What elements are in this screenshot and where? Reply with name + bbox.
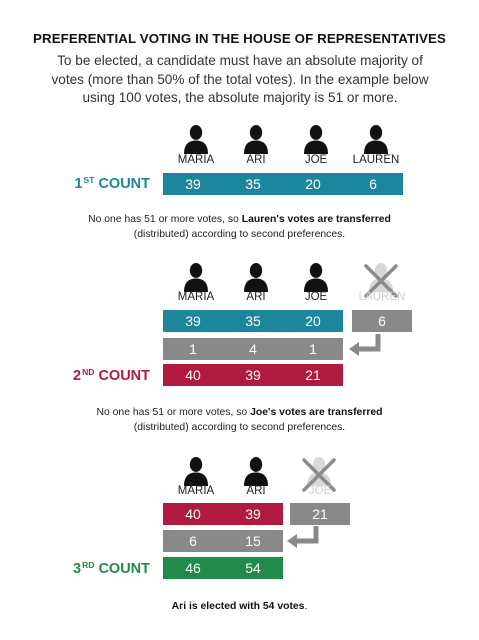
previous-count-bar: 40 39 (163, 503, 283, 525)
transfer-cell-ari: 4 (223, 338, 283, 360)
transfer-arrow-icon (287, 526, 319, 548)
transfer-cell-ari: 15 (223, 530, 283, 552)
cross-icon (302, 458, 336, 492)
vote-cell-joe: 21 (283, 364, 343, 386)
vote-cell-maria: 39 (163, 310, 223, 332)
person-icon-joe (301, 124, 331, 154)
vote-cell-maria: 40 (163, 503, 223, 525)
second-count-label: 2ND COUNT (73, 367, 150, 384)
person-icon-ari (241, 456, 271, 486)
first-count-label: 1ST COUNT (74, 175, 150, 192)
second-count-bar: 40 39 21 (163, 364, 343, 386)
candidate-name-maria: MARIA (177, 291, 215, 303)
vote-cell-ari: 39 (223, 364, 283, 386)
excluded-votes-cell: 21 (290, 503, 350, 525)
result-text: Ari is elected with 54 votes. (171, 601, 308, 612)
first-count-bar: 39 35 20 6 (163, 173, 403, 195)
second-count-note: No one has 51 or more votes, so Joe's vo… (96, 407, 383, 433)
vote-cell-ari: 35 (223, 310, 283, 332)
transfer-cell-maria: 1 (163, 338, 223, 360)
vote-cell-ari: 39 (223, 503, 283, 525)
transfer-cell-joe: 1 (283, 338, 343, 360)
candidate-name-joe: JOE (304, 154, 328, 166)
transfer-bar: 6 15 (163, 530, 283, 552)
vote-cell-ari: 54 (223, 557, 283, 579)
candidate-name-maria: MARIA (177, 154, 215, 166)
first-count-note: No one has 51 or more votes, so Lauren's… (88, 214, 391, 240)
candidate-name-lauren: LAUREN (352, 154, 400, 166)
person-icon-joe (301, 262, 331, 292)
transfer-bar: 1 4 1 (163, 338, 343, 360)
transfer-arrow-icon (349, 334, 381, 356)
candidate-name-ari: ARI (246, 291, 266, 303)
person-icon-ari (241, 262, 271, 292)
transfer-cell-maria: 6 (163, 530, 223, 552)
vote-cell-joe: 20 (283, 310, 343, 332)
vote-cell-lauren: 6 (343, 173, 403, 195)
previous-count-bar: 39 35 20 (163, 310, 343, 332)
person-icon-maria (181, 124, 211, 154)
page-title: PREFERENTIAL VOTING IN THE HOUSE OF REPR… (33, 31, 446, 46)
excluded-votes-cell: 6 (352, 310, 412, 332)
person-icon-maria (181, 262, 211, 292)
third-count-bar: 46 54 (163, 557, 283, 579)
candidate-name-maria: MARIA (177, 485, 215, 497)
vote-cell-joe: 20 (283, 173, 343, 195)
vote-cell-maria: 46 (163, 557, 223, 579)
candidate-name-ari: ARI (246, 485, 266, 497)
candidate-name-joe-excluded: JOE (308, 485, 332, 497)
cross-icon (364, 264, 398, 298)
candidate-name-joe: JOE (304, 291, 328, 303)
vote-cell-maria: 40 (163, 364, 223, 386)
candidate-name-ari: ARI (246, 154, 266, 166)
vote-cell-ari: 35 (223, 173, 283, 195)
candidate-name-lauren-excluded: LAUREN (358, 291, 406, 303)
person-icon-maria (181, 456, 211, 486)
person-icon-lauren (361, 124, 391, 154)
vote-cell-maria: 39 (163, 173, 223, 195)
intro-text: To be elected, a candidate must have an … (51, 53, 429, 105)
person-icon-ari (241, 124, 271, 154)
third-count-label: 3RD COUNT (73, 560, 150, 577)
